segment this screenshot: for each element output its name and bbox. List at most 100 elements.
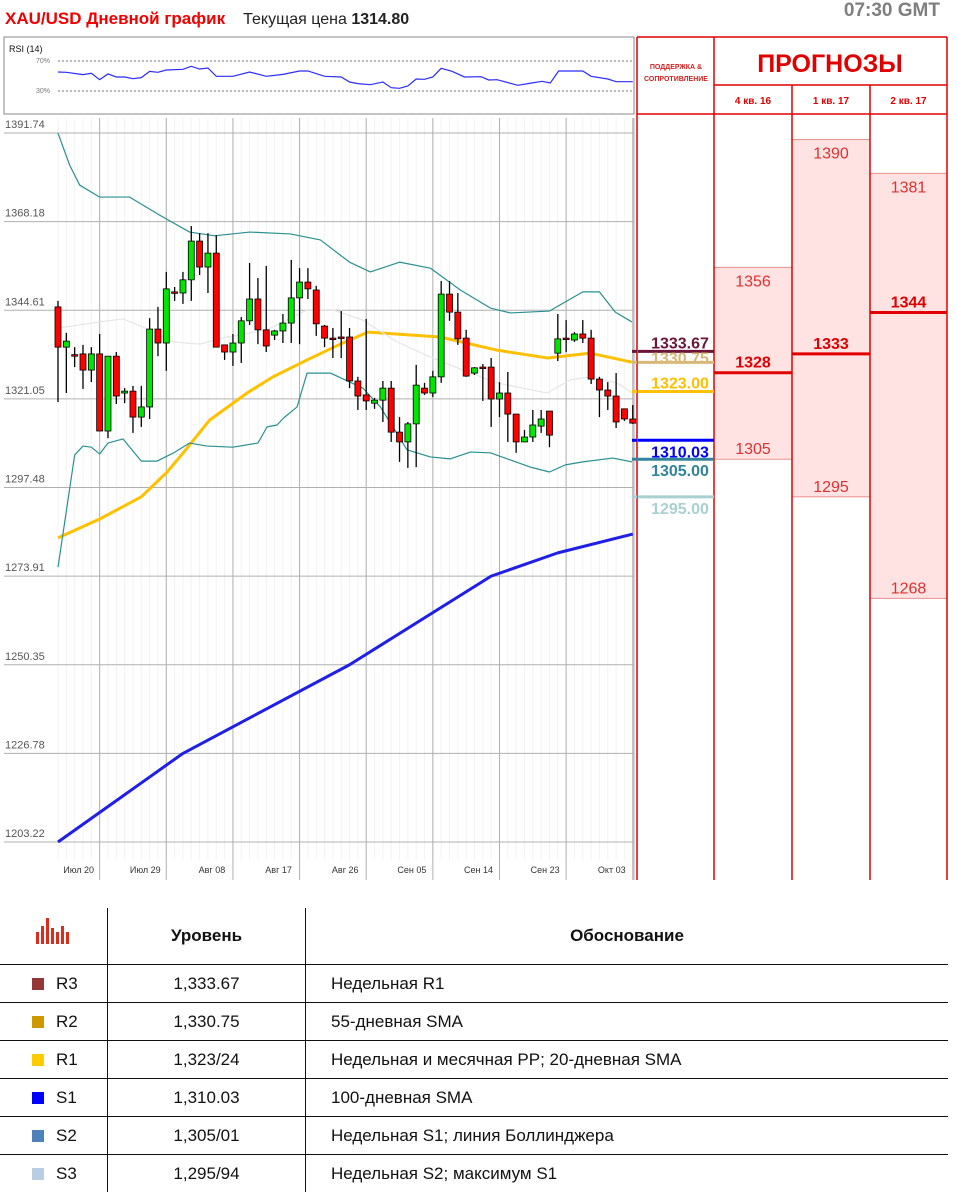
level-row-r2: R2 1,330.75 55-дневная SMA bbox=[0, 1002, 948, 1041]
candle bbox=[196, 233, 204, 275]
candle bbox=[454, 292, 462, 345]
candle-body bbox=[604, 389, 612, 397]
candle-body bbox=[71, 354, 79, 357]
candle bbox=[387, 380, 395, 442]
candle bbox=[54, 300, 62, 403]
candle-body bbox=[621, 408, 628, 420]
y-tick-label: 1250.35 bbox=[5, 651, 45, 663]
time-label: 07:30 GMT bbox=[843, 0, 940, 21]
level-reason: Недельная S1; линия Боллинджера bbox=[305, 1116, 948, 1155]
candle bbox=[229, 333, 237, 366]
level-color-swatch bbox=[32, 977, 44, 990]
candle-body bbox=[237, 320, 245, 344]
candle bbox=[429, 370, 437, 398]
rsi-panel: RSI (14) 70% 30% bbox=[3, 36, 635, 115]
forecast-high: 1390 bbox=[813, 146, 849, 163]
forecast-0: 1356 1328 1305 4 кв. 16 bbox=[713, 96, 793, 460]
sr-level-tick bbox=[632, 390, 637, 394]
candle bbox=[104, 355, 112, 439]
candle bbox=[471, 367, 478, 375]
level-name: R3 bbox=[56, 973, 78, 993]
sma55-line bbox=[57, 330, 633, 540]
level-value: 1,333.67 bbox=[107, 964, 306, 1003]
level-row-s3: S3 1,295/94 Недельная S2; максимум S1 bbox=[0, 1154, 948, 1192]
sr-level-label: 1323.00 bbox=[651, 376, 709, 393]
candle-body bbox=[362, 394, 370, 402]
candle bbox=[479, 364, 487, 401]
levels-table: Уровень Обоснование R3 1,333.67 Недельная … bbox=[0, 908, 948, 1192]
forecast-mid: 1344 bbox=[891, 295, 927, 312]
x-tick-label: Июл 29 bbox=[130, 865, 161, 875]
quarter-header: 1 кв. 17 bbox=[813, 96, 850, 107]
current-price: Текущая цена 1314.80 bbox=[243, 11, 409, 29]
candle-body bbox=[587, 337, 595, 380]
candle-body bbox=[596, 378, 603, 391]
y-tick-label: 1273.91 bbox=[5, 562, 45, 574]
current-price-value: 1314.80 bbox=[351, 11, 410, 28]
level-name: S1 bbox=[56, 1087, 77, 1107]
sr-level-label: 1333.67 bbox=[651, 335, 709, 352]
candle-body bbox=[412, 384, 420, 425]
candle-body bbox=[187, 240, 195, 281]
candle-body bbox=[387, 387, 395, 433]
level-reason: Недельная R1 bbox=[305, 964, 948, 1003]
candle-body bbox=[346, 336, 353, 382]
candle-body bbox=[171, 291, 179, 294]
candle bbox=[562, 320, 570, 353]
column-header-level: Уровень bbox=[107, 908, 306, 965]
candle-body bbox=[404, 423, 412, 443]
sr-level-label: 1330.75 bbox=[651, 350, 709, 367]
candle bbox=[262, 265, 270, 353]
forecast-low: 1268 bbox=[891, 580, 927, 597]
level-name-cell: R3 bbox=[0, 964, 108, 1003]
quarter-header: 4 кв. 16 bbox=[735, 96, 772, 107]
candles bbox=[54, 226, 637, 468]
candle bbox=[537, 409, 545, 433]
candle bbox=[62, 332, 70, 394]
candle-body bbox=[229, 342, 237, 353]
candle-body bbox=[221, 344, 229, 353]
candle-body bbox=[629, 418, 637, 424]
level-value: 1,310.03 bbox=[107, 1078, 306, 1117]
candle bbox=[362, 318, 370, 410]
x-tick-label: Авг 08 bbox=[199, 865, 226, 875]
x-tick-label: Сен 05 bbox=[397, 865, 426, 875]
candle bbox=[187, 226, 195, 301]
candle-body bbox=[537, 418, 545, 427]
level-reason: Недельная S2; максимум S1 bbox=[305, 1154, 948, 1192]
level-name-cell: R1 bbox=[0, 1040, 108, 1079]
candle-body bbox=[446, 293, 453, 313]
candle bbox=[554, 314, 562, 362]
candle-body bbox=[179, 279, 187, 294]
candle-body bbox=[421, 387, 428, 394]
candle-body bbox=[512, 413, 520, 443]
candle-body bbox=[487, 366, 495, 400]
x-tick-label: Авг 17 bbox=[265, 865, 292, 875]
y-tick-label: 1391.74 bbox=[5, 119, 45, 131]
candle-body bbox=[462, 337, 470, 377]
candle bbox=[487, 358, 495, 427]
candle bbox=[371, 397, 378, 409]
candle-body bbox=[104, 355, 112, 432]
candle bbox=[587, 329, 595, 385]
candle-body bbox=[154, 328, 162, 344]
candle-body bbox=[146, 328, 154, 408]
candle-body bbox=[54, 306, 62, 348]
level-name: S3 bbox=[56, 1163, 77, 1183]
candle-body bbox=[129, 390, 137, 418]
candle-body bbox=[471, 367, 478, 374]
sma100-line bbox=[57, 532, 634, 844]
candle-body bbox=[479, 366, 487, 369]
candle-body bbox=[121, 390, 129, 394]
candle bbox=[271, 329, 278, 340]
sr-level-label: 1310.03 bbox=[651, 444, 709, 461]
chart-title: XAU/USD Дневной график bbox=[5, 9, 226, 28]
candle bbox=[596, 376, 603, 418]
level-value: 1,295/94 bbox=[107, 1154, 306, 1192]
level-color-swatch bbox=[32, 1053, 44, 1066]
candle bbox=[154, 306, 162, 357]
candle bbox=[87, 347, 95, 383]
candle bbox=[287, 259, 295, 344]
quarter-header: 2 кв. 17 bbox=[890, 96, 927, 107]
candle bbox=[79, 344, 87, 389]
